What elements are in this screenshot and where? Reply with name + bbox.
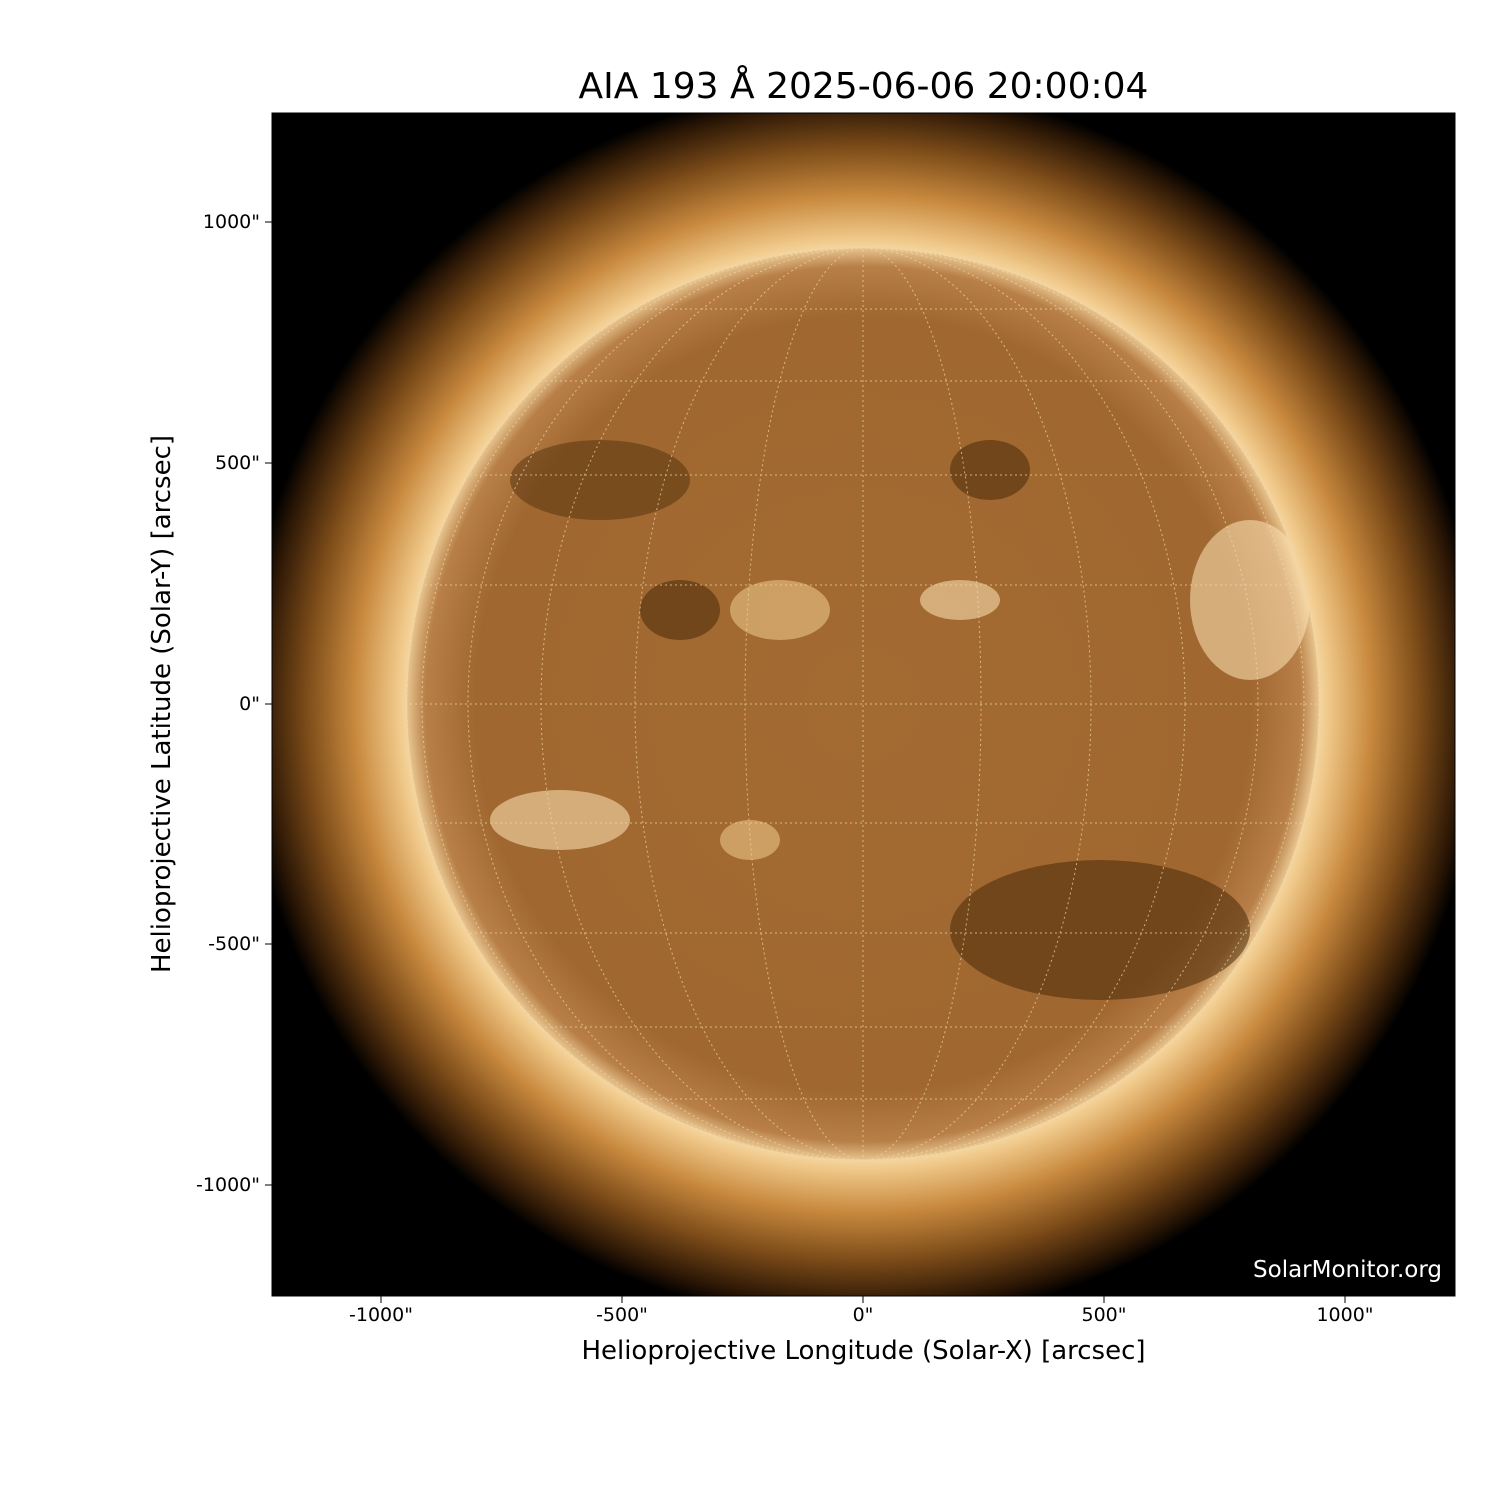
y-axis-label: Helioprojective Latitude (Solar-Y) [arcs… [147,434,177,974]
x-tick-label: 500" [1081,1304,1127,1326]
y-tick-label: 1000" [202,211,260,233]
heliographic-grid [407,248,1319,1160]
y-tick-label: -500" [208,933,260,955]
x-axis-label: Helioprojective Longitude (Solar-X) [arc… [581,1336,1146,1366]
y-tick-label: 0" [239,693,260,715]
y-tick-label: -1000" [196,1174,260,1196]
credit-watermark: SolarMonitor.org [1253,1257,1442,1283]
x-tick-label: 1000" [1316,1304,1374,1326]
plot-title: AIA 193 Å 2025-06-06 20:00:04 [578,66,1149,107]
solar-disk [407,248,1319,1160]
x-tick-label: 0" [852,1304,874,1326]
x-tick-label: -1000" [349,1304,413,1326]
x-tick-label: -500" [596,1304,648,1326]
tick-marks [265,221,1346,1303]
y-tick-label: 500" [214,452,260,474]
